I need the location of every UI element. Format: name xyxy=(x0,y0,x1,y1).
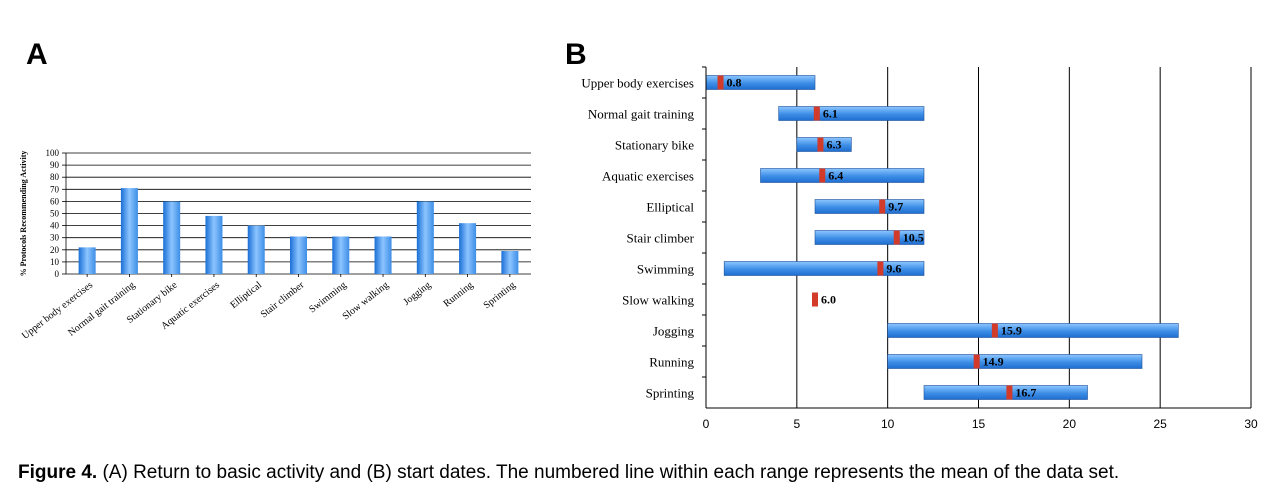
category-label: Slow walking xyxy=(622,293,694,308)
figure-caption-label: Figure 4. xyxy=(18,462,98,483)
mean-marker xyxy=(1006,385,1013,400)
bar xyxy=(501,251,519,274)
range-bar xyxy=(923,385,1088,400)
mean-marker xyxy=(877,261,884,276)
x-tick-label: 0 xyxy=(703,417,710,431)
category-label: Upper body exercises xyxy=(581,76,694,91)
mean-marker xyxy=(819,168,826,183)
mean-marker xyxy=(893,230,900,245)
y-tick-label: 90 xyxy=(50,160,60,170)
y-tick-label: 40 xyxy=(50,221,60,231)
category-label: Aquatic exercises xyxy=(602,169,694,184)
x-tick-label: 5 xyxy=(793,417,800,431)
panel-b-label: B xyxy=(565,38,587,71)
mean-label: 6.3 xyxy=(826,138,841,152)
x-tick-label: 10 xyxy=(881,417,895,431)
mean-marker xyxy=(879,199,886,214)
category-label: Jogging xyxy=(653,324,695,339)
mean-label: 6.4 xyxy=(828,169,843,183)
mean-label: 14.9 xyxy=(983,355,1004,369)
mean-label: 6.1 xyxy=(823,107,838,121)
mean-marker xyxy=(991,323,998,338)
x-tick-label: Stair climber xyxy=(259,279,307,320)
mean-label: 9.7 xyxy=(888,200,903,214)
range-bar xyxy=(796,137,852,152)
range-bar xyxy=(887,323,1179,338)
mean-label: 16.7 xyxy=(1015,386,1036,400)
bar xyxy=(205,215,223,274)
category-label: Stationary bike xyxy=(615,138,694,153)
mean-marker xyxy=(813,106,820,121)
x-tick-label: 20 xyxy=(1063,417,1077,431)
x-tick-label: Running xyxy=(442,280,476,310)
category-label: Elliptical xyxy=(646,200,694,215)
mean-label: 10.5 xyxy=(903,231,924,245)
bar xyxy=(459,223,477,274)
category-label: Stair climber xyxy=(626,231,694,246)
y-tick-label: 70 xyxy=(50,184,60,194)
mean-label: 6.0 xyxy=(821,293,836,307)
x-tick-label: Upper body exercises xyxy=(20,280,95,342)
y-tick-label: 10 xyxy=(50,257,60,267)
bar xyxy=(374,236,392,274)
mean-marker xyxy=(973,354,980,369)
bar xyxy=(247,225,265,274)
x-tick-label: Slow walking xyxy=(341,280,391,323)
figure-caption: Figure 4. (A) Return to basic activity a… xyxy=(18,462,1119,484)
mean-label: 9.6 xyxy=(886,262,901,276)
x-tick-label: Elliptical xyxy=(228,280,264,311)
x-tick-label: Swimming xyxy=(307,280,348,316)
category-label: Running xyxy=(649,355,694,370)
y-tick-label: 0 xyxy=(55,269,60,279)
y-tick-label: 30 xyxy=(50,233,60,243)
figure-caption-text: (A) Return to basic activity and (B) sta… xyxy=(97,462,1120,483)
bar xyxy=(332,236,350,274)
category-label: Sprinting xyxy=(646,386,695,401)
bar xyxy=(290,236,307,274)
x-tick-label: 15 xyxy=(972,417,986,431)
range-bar xyxy=(760,168,925,183)
x-tick-label: 25 xyxy=(1153,417,1167,431)
range-bar xyxy=(723,261,925,276)
y-tick-label: 50 xyxy=(50,209,60,219)
y-axis-label: % Protocols Recommending Activity xyxy=(19,151,28,277)
category-label: Swimming xyxy=(637,262,695,277)
range-bar xyxy=(814,199,925,214)
chart-b: 0 5 10 15 20 25 30 Upper body exercises 0.8 Norma… xyxy=(581,66,1258,431)
y-tick-label: 60 xyxy=(50,196,60,206)
x-tick-label: 30 xyxy=(1244,417,1258,431)
mean-marker xyxy=(812,292,818,307)
range-bar xyxy=(778,106,925,121)
category-label: Normal gait training xyxy=(588,107,695,122)
bar xyxy=(78,247,96,274)
range-bar xyxy=(887,354,1143,369)
x-tick-label: Sprinting xyxy=(482,280,518,312)
y-tick-label: 20 xyxy=(50,245,60,255)
chart-a: 0 10 20 30 40 50 60 70 80 90 100 % Protocols Recomm… xyxy=(19,148,531,342)
mean-marker xyxy=(817,137,824,152)
mean-label: 15.9 xyxy=(1001,324,1022,338)
y-tick-label: 80 xyxy=(50,172,60,182)
x-tick-label: Jogging xyxy=(401,280,433,308)
bar xyxy=(120,188,138,274)
y-tick-label: 100 xyxy=(46,148,60,158)
bar xyxy=(416,201,434,274)
panel-a-label: A xyxy=(26,38,48,71)
mean-label: 0.8 xyxy=(727,76,742,90)
bar xyxy=(163,201,181,274)
mean-marker xyxy=(717,75,724,90)
